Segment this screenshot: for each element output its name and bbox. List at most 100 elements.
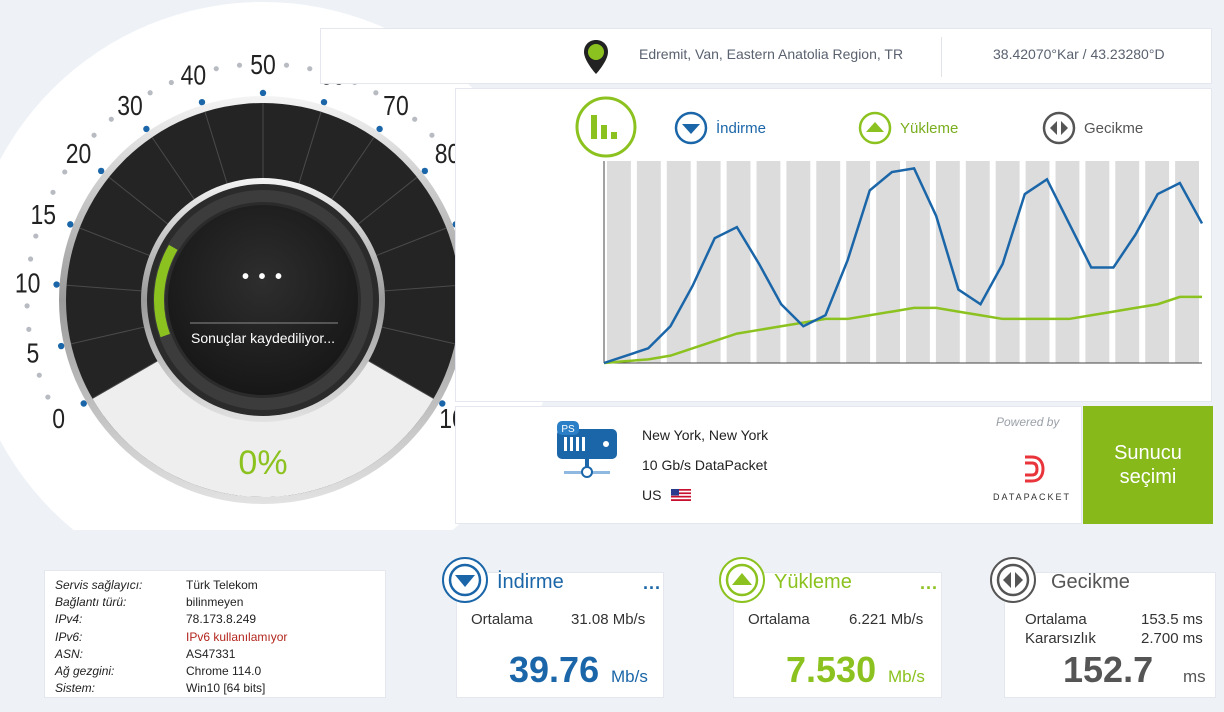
- legend-download[interactable]: İndirme: [674, 111, 766, 145]
- gauge-segment-divider: [358, 176, 418, 225]
- upload-stat-card: Yükleme ... Ortalama 6.221 Mb/s 7.530 Mb…: [719, 557, 942, 698]
- info-key: ASN:: [55, 646, 84, 661]
- gauge-segment-divider: [108, 176, 168, 225]
- download-stat-title: İndirme: [497, 571, 564, 593]
- location-bar: Edremit, Van, Eastern Anatolia Region, T…: [320, 28, 1212, 84]
- chart-background-bar: [816, 161, 841, 363]
- gauge-tick-mark: [439, 400, 446, 407]
- legend-ping[interactable]: Gecikme: [1042, 111, 1143, 145]
- chart-background-bar: [1025, 161, 1050, 363]
- gauge-scale-dot: [412, 116, 418, 122]
- gauge-scale-label: 20: [66, 139, 92, 170]
- legend-ping-label: Gecikme: [1084, 119, 1144, 137]
- ping-avg-label: Ortalama: [1025, 611, 1087, 628]
- server-provider: 10 Gb/s DataPacket: [642, 457, 768, 473]
- upload-icon: [858, 111, 892, 145]
- chart-background-bar: [1175, 161, 1199, 363]
- upload-icon: [725, 563, 759, 597]
- download-speed-value: 39.76: [509, 649, 600, 690]
- gauge-scale-dot: [168, 79, 174, 86]
- info-row-asn: ASN: AS47331: [55, 646, 375, 663]
- gauge-scale-dot: [33, 233, 39, 239]
- upload-avg-value: 6.221 Mb/s: [849, 611, 924, 628]
- divider: [941, 37, 942, 77]
- upload-stat-icon-wrap: [719, 557, 765, 603]
- upload-speed-value: 7.530: [786, 649, 877, 690]
- gauge-scale-label: 40: [181, 60, 207, 91]
- download-stat-card: İndirme ... Ortalama 31.08 Mb/s 39.76 Mb…: [442, 557, 664, 698]
- coordinates-text: 38.42070°Kar / 43.23280°D: [993, 46, 1165, 62]
- gauge-segment-divider: [70, 326, 145, 345]
- gauge-tick-mark: [53, 281, 60, 288]
- gauge-scale-label: 70: [383, 91, 409, 122]
- gauge-scale-dot: [26, 326, 32, 332]
- upload-avg-label: Ortalama: [748, 611, 810, 628]
- gauge-tick-mark: [97, 167, 105, 175]
- download-icon: [674, 111, 708, 145]
- chart-background-bar: [636, 161, 661, 363]
- gauge-segment-divider: [79, 227, 150, 256]
- gauge-percent: 0%: [238, 444, 288, 482]
- legend-upload-label: Yükleme: [900, 119, 959, 137]
- gauge-scale-label: 50: [250, 50, 276, 81]
- gauge-segment-divider: [92, 360, 158, 399]
- server-info-panel: PS New York, New York 10 Gb/s DataPacket…: [455, 406, 1082, 524]
- gauge-scale-dot: [62, 169, 68, 175]
- info-row-connection-type: Bağlantı türü: bilinmeyen: [55, 594, 375, 611]
- gauge-segment-divider: [298, 111, 322, 184]
- download-stat-icon-wrap: [442, 557, 488, 603]
- gauge-scale-label: 15: [31, 200, 57, 231]
- ping-icon: [1042, 111, 1076, 145]
- info-value: Türk Telekom: [186, 578, 258, 592]
- info-value: AS47331: [186, 646, 236, 661]
- gauge-scale-dot: [50, 189, 56, 195]
- gauge-scale-dot: [283, 62, 290, 68]
- info-value: Chrome 114.0: [186, 664, 262, 679]
- gauge-segment-divider: [376, 227, 447, 256]
- upload-more-button[interactable]: ...: [920, 573, 939, 593]
- chart-background-bar: [1055, 161, 1080, 363]
- location-text: Edremit, Van, Eastern Anatolia Region, T…: [639, 46, 904, 62]
- server-city: New York, New York: [642, 427, 769, 443]
- info-row-ipv6: IPv6: IPv6 kullanılamıyor: [55, 629, 375, 646]
- gauge-segment-divider: [151, 136, 195, 200]
- server-select-button[interactable]: Sunucu seçimi: [1083, 406, 1213, 524]
- download-series-line: [603, 166, 1204, 365]
- upload-speed-unit: Mb/s: [888, 667, 925, 686]
- gauge-status-dots: • • •: [241, 266, 285, 288]
- info-row-browser: Ağ gezgini: Chrome 114.0: [55, 663, 375, 680]
- gauge-scale-dot: [213, 66, 219, 72]
- gauge-scale-dot: [45, 394, 51, 400]
- download-more-button[interactable]: ...: [643, 573, 662, 593]
- gauge-tick-mark: [80, 400, 87, 407]
- info-value: IPv6 kullanılamıyor: [186, 629, 288, 644]
- us-flag-icon: [671, 489, 692, 501]
- gauge-scale-dot: [36, 372, 42, 378]
- ping-avg-value: 153.5 ms: [1141, 611, 1203, 628]
- info-key: Sistem:: [55, 681, 96, 696]
- ping-jitter-label: Kararsızlık: [1025, 630, 1096, 647]
- gauge-segment-divider: [204, 111, 228, 184]
- gauge-status-text: Sonuçlar kaydediliyor...: [191, 330, 335, 346]
- ping-value: 152.7: [1063, 649, 1154, 690]
- gauge-scale-dot: [147, 90, 153, 96]
- gauge-segment-divider: [66, 284, 142, 292]
- gauge-segment-divider: [381, 326, 456, 345]
- chart-icon[interactable]: [574, 95, 638, 159]
- speed-chart-panel: İndirme Yükleme Gecikme: [455, 88, 1212, 402]
- chart-background-bar: [876, 161, 900, 363]
- server-country: US: [642, 487, 662, 503]
- download-avg-value: 31.08 Mb/s: [571, 611, 646, 628]
- info-value: Win10 [64 bits]: [186, 681, 266, 696]
- gauge-progress-arc: [154, 244, 178, 338]
- datapacket-logo[interactable]: DATAPACKET: [992, 453, 1072, 502]
- info-key: Bağlantı türü:: [55, 595, 127, 610]
- legend-upload[interactable]: Yükleme: [858, 111, 958, 145]
- download-speed-unit: Mb/s: [611, 667, 648, 686]
- gauge-scale-dot: [373, 90, 379, 96]
- datapacket-logo-text: DATAPACKET: [992, 492, 1071, 502]
- info-row-isp: Servis sağlayıcı: Türk Telekom: [55, 577, 375, 594]
- download-avg-label: Ortalama: [471, 611, 533, 628]
- ping-stat-title: Gecikme: [1051, 571, 1130, 593]
- ping-unit: ms: [1183, 667, 1206, 686]
